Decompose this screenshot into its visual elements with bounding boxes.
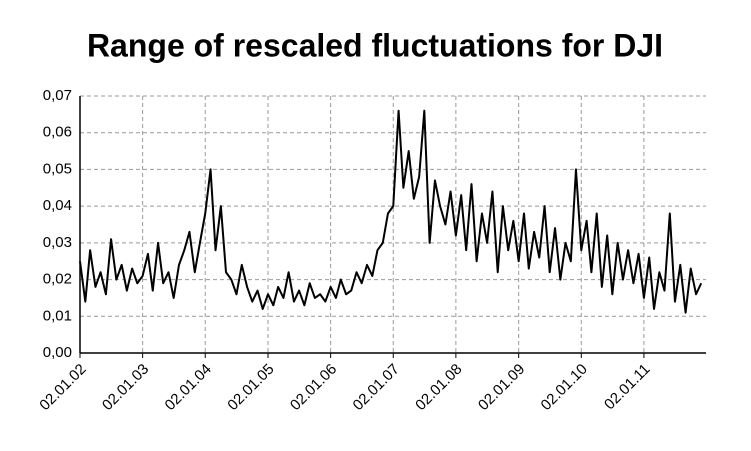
x-tick-label: 02.01.07	[350, 361, 403, 414]
y-tick-label: 0,00	[43, 344, 72, 361]
x-tick-label: 02.01.06	[287, 361, 340, 414]
y-tick-label: 0,04	[43, 197, 72, 214]
y-tick-label: 0,05	[43, 160, 72, 177]
y-tick-label: 0,07	[43, 87, 72, 104]
data-line	[79, 109, 703, 314]
y-tick-label: 0,02	[43, 271, 72, 288]
y-tick-label: 0,06	[43, 124, 72, 141]
x-tick-label: 02.01.08	[412, 361, 465, 414]
chart-title: Range of rescaled fluctuations for DJI	[87, 27, 663, 63]
x-tick-label: 02.01.04	[162, 361, 215, 414]
y-tick-label: 0,03	[43, 234, 72, 251]
x-tick-label: 02.01.10	[538, 361, 591, 414]
x-tick-label: 02.01.05	[224, 361, 277, 414]
x-tick-label: 02.01.11	[601, 361, 654, 414]
x-tick-label: 02.01.02	[36, 361, 89, 414]
x-tick-label: 02.01.09	[475, 361, 528, 414]
x-tick-label: 02.01.03	[99, 361, 152, 414]
y-tick-label: 0,01	[43, 307, 72, 324]
